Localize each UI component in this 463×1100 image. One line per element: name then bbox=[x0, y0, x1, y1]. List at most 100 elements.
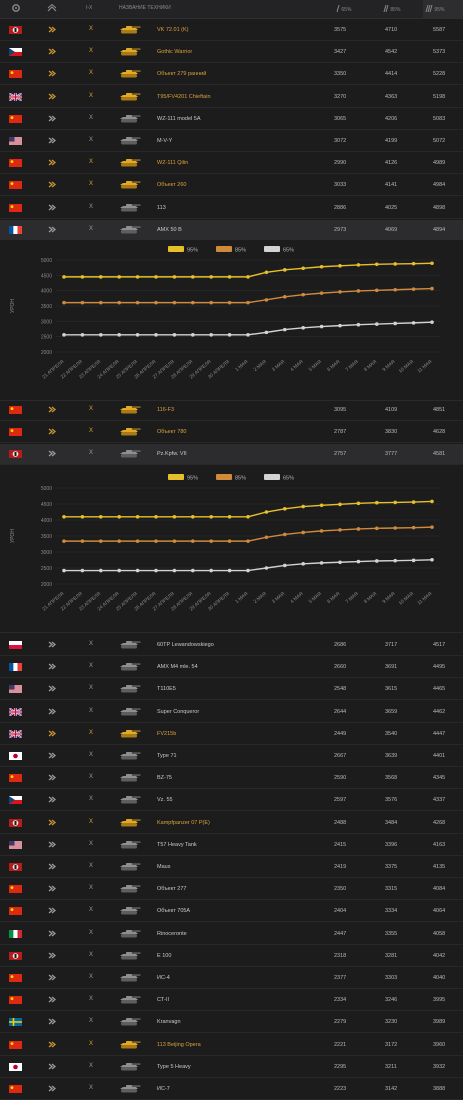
data-point[interactable] bbox=[80, 515, 85, 519]
gear-icon[interactable] bbox=[11, 3, 21, 15]
data-point[interactable] bbox=[411, 525, 416, 530]
data-point[interactable] bbox=[99, 333, 103, 337]
data-point[interactable] bbox=[246, 333, 250, 337]
data-point[interactable] bbox=[172, 300, 177, 305]
data-point[interactable] bbox=[117, 333, 121, 337]
data-point[interactable] bbox=[191, 333, 195, 337]
data-point[interactable] bbox=[191, 568, 195, 573]
data-point[interactable] bbox=[154, 333, 158, 337]
data-point[interactable] bbox=[99, 515, 103, 519]
data-point[interactable] bbox=[117, 275, 121, 279]
data-point[interactable] bbox=[393, 262, 398, 266]
legend-swatch-65[interactable] bbox=[264, 246, 280, 252]
data-point[interactable] bbox=[283, 327, 287, 332]
table-row[interactable]: X Объект 260 3033 4141 4984 bbox=[0, 175, 463, 197]
data-point[interactable] bbox=[246, 275, 250, 279]
data-point[interactable] bbox=[430, 320, 434, 324]
rank-sort-icon[interactable] bbox=[47, 3, 57, 15]
data-point[interactable] bbox=[80, 568, 85, 573]
data-point[interactable] bbox=[62, 333, 66, 337]
tier-column-header[interactable]: I-X bbox=[86, 5, 93, 11]
data-point[interactable] bbox=[430, 525, 434, 529]
data-point[interactable] bbox=[393, 321, 398, 326]
data-point[interactable] bbox=[227, 300, 232, 305]
data-point[interactable] bbox=[246, 515, 250, 519]
data-point[interactable] bbox=[172, 275, 177, 279]
data-point[interactable] bbox=[154, 300, 158, 305]
table-row[interactable]: X Pz.Kpfw. VII 2757 3777 4581 bbox=[0, 444, 463, 466]
data-point[interactable] bbox=[135, 515, 140, 519]
table-row[interactable]: X AMX 50 B 2973 4069 4894 bbox=[0, 219, 463, 241]
data-point[interactable] bbox=[80, 333, 85, 337]
data-point[interactable] bbox=[246, 300, 250, 305]
data-point[interactable] bbox=[301, 325, 306, 330]
data-point[interactable] bbox=[62, 539, 66, 543]
data-point[interactable] bbox=[411, 321, 416, 325]
data-point[interactable] bbox=[411, 500, 416, 504]
data-point[interactable] bbox=[264, 270, 269, 275]
data-point[interactable] bbox=[62, 568, 66, 573]
data-point[interactable] bbox=[356, 322, 361, 327]
data-point[interactable] bbox=[227, 333, 232, 337]
table-row[interactable]: X T110E5 2548 3615 4465 bbox=[0, 679, 463, 701]
table-row[interactable]: X Объект 705А 2404 3334 4064 bbox=[0, 901, 463, 923]
data-point[interactable] bbox=[135, 333, 140, 337]
data-point[interactable] bbox=[117, 539, 121, 543]
data-point[interactable] bbox=[227, 568, 232, 573]
data-point[interactable] bbox=[338, 528, 342, 532]
data-point[interactable] bbox=[264, 510, 269, 514]
table-row[interactable]: X Объект 780 2787 3830 4628 bbox=[0, 422, 463, 444]
data-point[interactable] bbox=[319, 291, 324, 295]
table-row[interactable]: X BZ-75 2590 3568 4345 bbox=[0, 768, 463, 790]
data-point[interactable] bbox=[283, 563, 287, 568]
data-point[interactable] bbox=[393, 526, 398, 530]
name-column-header[interactable]: НАЗВАНИЕ ТЕХНИКИ bbox=[119, 5, 171, 11]
table-row[interactable]: X 116-F3 3095 4109 4851 bbox=[0, 400, 463, 421]
data-point[interactable] bbox=[62, 300, 66, 305]
data-point[interactable] bbox=[338, 323, 342, 328]
data-point[interactable] bbox=[209, 275, 213, 279]
table-row[interactable]: X E 100 2318 3281 4042 bbox=[0, 946, 463, 967]
data-point[interactable] bbox=[375, 559, 379, 563]
legend-swatch-65[interactable] bbox=[264, 474, 280, 480]
data-point[interactable] bbox=[154, 568, 158, 573]
data-point[interactable] bbox=[356, 263, 361, 267]
data-point[interactable] bbox=[393, 558, 398, 563]
data-point[interactable] bbox=[338, 560, 342, 565]
data-point[interactable] bbox=[301, 266, 306, 271]
data-point[interactable] bbox=[191, 275, 195, 279]
table-row[interactable]: X Gothic Warrior 3427 4542 5373 bbox=[0, 42, 463, 64]
data-point[interactable] bbox=[209, 515, 213, 519]
data-point[interactable] bbox=[209, 333, 213, 337]
data-point[interactable] bbox=[375, 288, 379, 293]
data-point[interactable] bbox=[411, 558, 416, 563]
data-point[interactable] bbox=[393, 287, 398, 292]
data-point[interactable] bbox=[246, 539, 250, 543]
data-point[interactable] bbox=[117, 568, 121, 573]
data-point[interactable] bbox=[227, 275, 232, 279]
data-point[interactable] bbox=[117, 300, 121, 305]
data-point[interactable] bbox=[283, 295, 287, 299]
data-point[interactable] bbox=[135, 568, 140, 573]
data-point[interactable] bbox=[338, 290, 342, 294]
data-point[interactable] bbox=[356, 289, 361, 293]
table-row[interactable]: X ИС-7 2223 3142 3888 bbox=[0, 1079, 463, 1100]
data-point[interactable] bbox=[117, 515, 121, 519]
table-row[interactable]: X 113 Beijing Opera 2221 3172 3960 bbox=[0, 1035, 463, 1056]
data-point[interactable] bbox=[227, 515, 232, 519]
data-point[interactable] bbox=[338, 264, 342, 268]
table-row[interactable]: X СТ-II 2334 3246 3995 bbox=[0, 990, 463, 1012]
data-point[interactable] bbox=[99, 275, 103, 279]
table-row[interactable]: X Объект 279 ранний 3350 4414 5228 bbox=[0, 64, 463, 86]
data-point[interactable] bbox=[264, 298, 269, 302]
data-point[interactable] bbox=[430, 261, 434, 266]
legend-swatch-85[interactable] bbox=[216, 474, 232, 480]
data-point[interactable] bbox=[319, 529, 324, 533]
data-point[interactable] bbox=[172, 515, 177, 519]
data-point[interactable] bbox=[172, 333, 177, 337]
data-point[interactable] bbox=[283, 268, 287, 272]
data-point[interactable] bbox=[209, 539, 213, 543]
table-row[interactable]: X Vz. 55 2597 3576 4337 bbox=[0, 790, 463, 812]
data-point[interactable] bbox=[172, 568, 177, 573]
table-row[interactable]: X Maus 2419 3375 4135 bbox=[0, 857, 463, 878]
